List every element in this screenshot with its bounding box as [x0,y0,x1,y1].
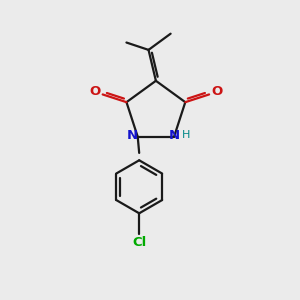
Text: N: N [127,129,138,142]
Text: N: N [169,129,180,142]
Text: O: O [89,85,100,98]
Text: O: O [211,85,223,98]
Text: Cl: Cl [132,236,146,249]
Text: H: H [182,130,190,140]
